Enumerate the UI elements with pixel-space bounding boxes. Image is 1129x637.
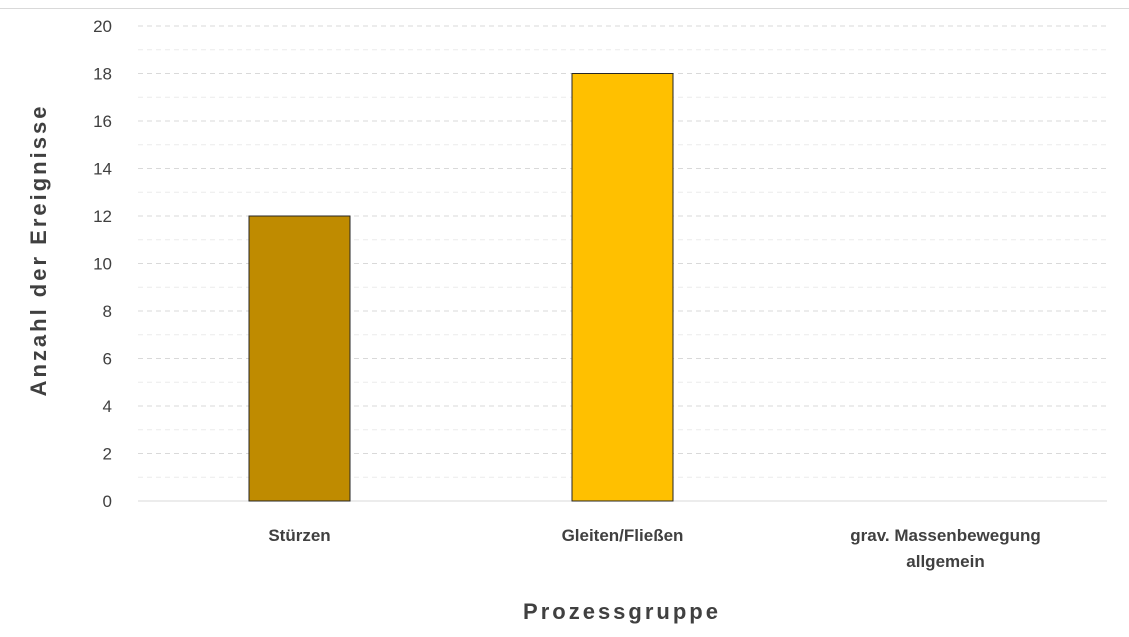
y-tick-label: 2 — [103, 445, 112, 464]
x-category-label: grav. Massenbewegung allgemein — [850, 526, 1041, 571]
y-tick-label: 18 — [93, 65, 112, 84]
bar — [248, 215, 351, 502]
y-tick-label: 6 — [103, 350, 112, 369]
y-tick-label: 4 — [103, 397, 112, 416]
x-axis-title: Prozessgruppe — [523, 599, 721, 624]
y-tick-labels: 0 2 4 6 8 10 12 14 16 18 20 — [93, 17, 112, 511]
bars — [248, 73, 674, 502]
y-tick-label: 20 — [93, 17, 112, 36]
x-category-labels: Stürzen Gleiten/Fließen grav. Massenbewegu… — [268, 526, 1040, 571]
y-tick-label: 16 — [93, 112, 112, 131]
x-category-label: Stürzen — [268, 526, 330, 545]
y-tick-label: 0 — [103, 492, 112, 511]
top-divider — [0, 8, 1129, 9]
bar — [571, 73, 674, 502]
y-tick-label: 10 — [93, 255, 112, 274]
x-category-label: Gleiten/Fließen — [562, 526, 684, 545]
y-axis-title: Anzahl der Ereignisse — [26, 104, 51, 397]
y-tick-label: 12 — [93, 207, 112, 226]
y-tick-label: 8 — [103, 302, 112, 321]
y-tick-label: 14 — [93, 160, 112, 179]
